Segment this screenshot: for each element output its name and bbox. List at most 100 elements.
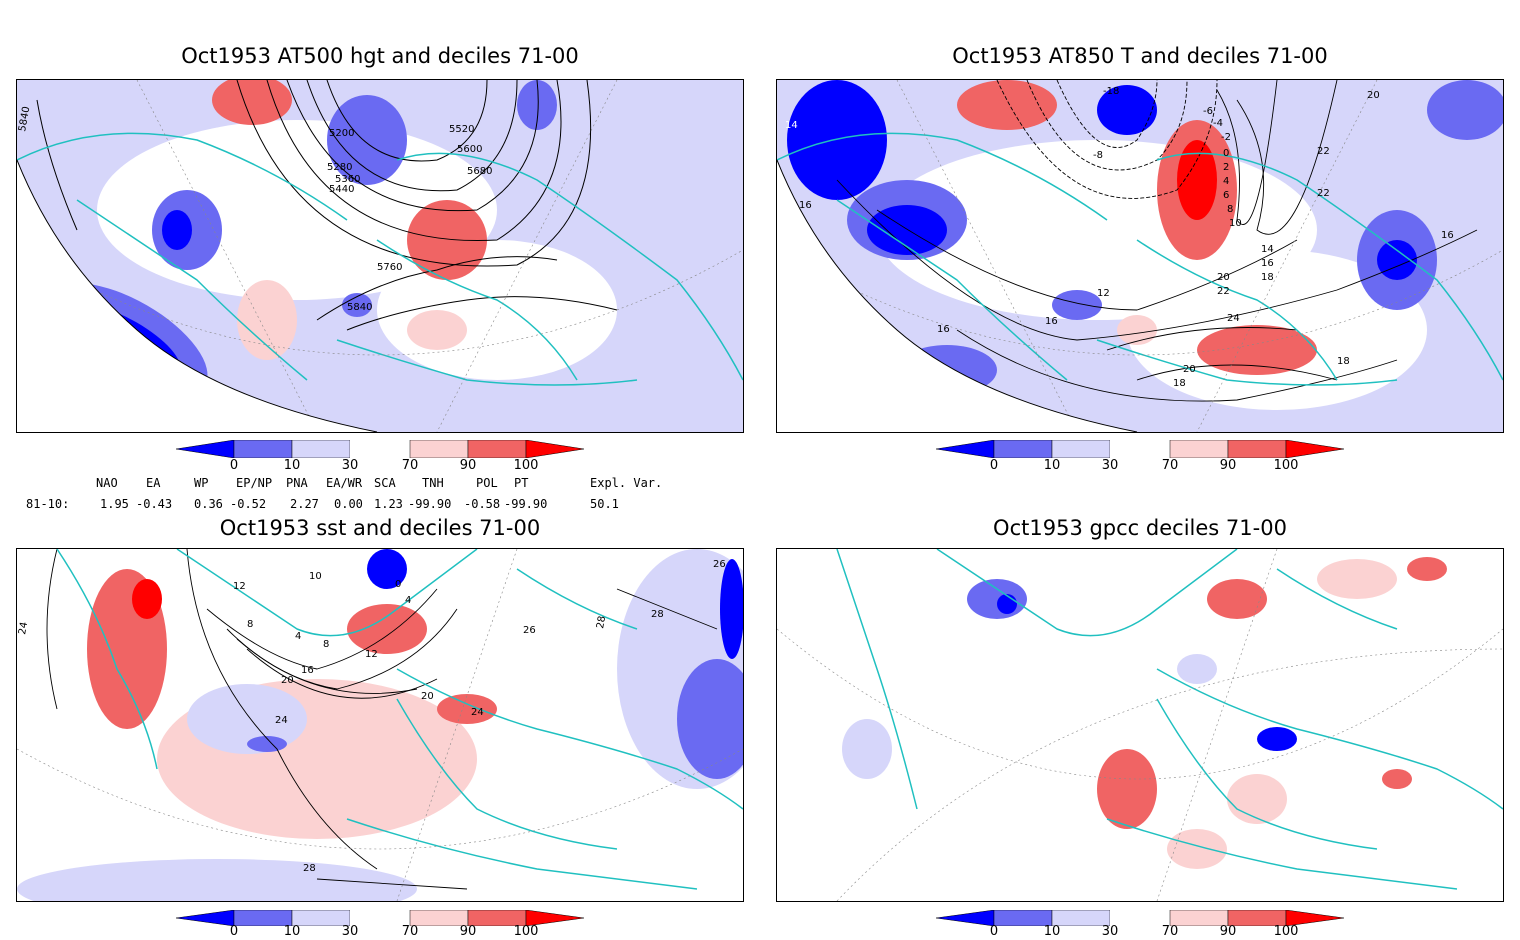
- index-header-pt: PT: [514, 476, 529, 490]
- colorbar-tick: 100: [1273, 458, 1299, 473]
- colorbar-top-left: 0 10 30 70 90 100: [175, 439, 585, 476]
- contour-label: -6: [1203, 106, 1213, 117]
- index-header-pna: PNA: [286, 476, 308, 490]
- contour-label: 10: [309, 571, 322, 582]
- contour-label: 8: [1227, 204, 1233, 215]
- contour-label: 5680: [467, 166, 492, 177]
- colorbar-tick: 30: [1101, 924, 1119, 939]
- map-panel-sst: 24 26 12 10 8 4 0 4 12 8 16 20 24 28 20 …: [16, 548, 744, 902]
- contour-label: 18: [1173, 378, 1186, 389]
- contour-label: 5200: [329, 128, 354, 139]
- index-value-expl-var: 50.1: [590, 497, 619, 511]
- contour-label: 26: [523, 625, 536, 636]
- contour-label: 4: [405, 595, 411, 606]
- colorbar-tick: 90: [1219, 458, 1237, 473]
- contour-label: 24: [1227, 313, 1240, 324]
- contour-label: 5520: [449, 124, 474, 135]
- contour-label: -2: [1221, 132, 1231, 143]
- index-value-eawr: 0.00: [334, 497, 363, 511]
- index-value-nao: 1.95: [100, 497, 129, 511]
- contour-label: 20: [421, 691, 434, 702]
- colorbar-tick: 90: [459, 458, 477, 473]
- colorbar-tick: 70: [401, 458, 419, 473]
- index-header-tnh: TNH: [422, 476, 444, 490]
- contour-label: 8: [323, 639, 329, 650]
- colorbar-tick: 10: [1043, 924, 1061, 939]
- map-panel-at850-temperature: 14 16 -18 -8 -6 -4 -2 0 2 4 6 8 10 12 14…: [776, 79, 1504, 433]
- contour-label: 16: [937, 324, 950, 335]
- contour-label: 28: [651, 609, 664, 620]
- panel-2-title: Oct1953 AT850 T and deciles 71-00: [952, 44, 1328, 68]
- contour-label: 16: [1441, 230, 1454, 241]
- contour-label: 5840: [347, 302, 372, 313]
- colorbar-tick: 10: [283, 458, 301, 473]
- index-header-epnp: EP/NP: [236, 476, 273, 490]
- contour-label: 0: [395, 579, 401, 590]
- panel-1-title: Oct1953 AT500 hgt and deciles 71-00: [181, 44, 579, 68]
- colorbar-tick: 0: [989, 458, 999, 473]
- panel-4-title: Oct1953 gpcc deciles 71-00: [993, 516, 1287, 540]
- contour-label: 18: [1337, 356, 1350, 367]
- contour-label: 16: [799, 200, 812, 211]
- contour-label: 5440: [329, 184, 354, 195]
- contour-label: 24: [275, 715, 288, 726]
- panel-3-title: Oct1953 sst and deciles 71-00: [219, 516, 541, 540]
- colorbar-tick: 30: [1101, 458, 1119, 473]
- contour-label: 2: [1223, 162, 1229, 173]
- contour-label: 5600: [457, 144, 482, 155]
- contour-label: 16: [1261, 258, 1274, 269]
- colorbar-top-right: 0 10 30 70 90 100: [935, 439, 1345, 476]
- colorbar-tick: 70: [1161, 458, 1179, 473]
- contour-label: 4: [1223, 176, 1229, 187]
- colorbar-tick: 70: [401, 924, 419, 939]
- colorbar-tick: 10: [1043, 458, 1061, 473]
- map-panel-at500-hgt: 5840 5200 5520 5600 5280 5360 5440 5680 …: [16, 79, 744, 433]
- contour-label: 24: [17, 621, 30, 635]
- contour-label: 22: [1217, 286, 1230, 297]
- colorbar-tick: 0: [989, 924, 999, 939]
- index-value-tnh: -99.90: [408, 497, 452, 511]
- contour-label: 14: [785, 120, 798, 131]
- colorbar-tick: 100: [1273, 924, 1299, 939]
- contour-label: 22: [1317, 188, 1330, 199]
- contour-label: 12: [365, 649, 378, 660]
- index-value-ea: -0.43: [136, 497, 173, 511]
- index-header-sca: SCA: [374, 476, 396, 490]
- colorbar-tick: 10: [283, 924, 301, 939]
- map-panel-gpcc: [776, 548, 1504, 902]
- colorbar-tick: 100: [513, 458, 539, 473]
- index-value-epnp: -0.52: [230, 497, 267, 511]
- index-row-label: 81-10:: [26, 497, 70, 511]
- colorbar-tick: 90: [1219, 924, 1237, 939]
- contour-label: 22: [1317, 146, 1330, 157]
- contour-label: 20: [281, 675, 294, 686]
- contour-label: 26: [713, 559, 726, 570]
- index-value-pol: -0.58: [464, 497, 501, 511]
- contour-label: 20: [1367, 90, 1380, 101]
- index-header-eawr: EA/WR: [326, 476, 363, 490]
- index-value-wp: 0.36: [194, 497, 223, 511]
- contour-label: 10: [1229, 218, 1242, 229]
- contour-label: 5840: [17, 106, 32, 133]
- colorbar-tick: 0: [229, 458, 239, 473]
- index-value-pna: 2.27: [290, 497, 319, 511]
- index-header-pol: POL: [476, 476, 498, 490]
- colorbar-tick: 0: [229, 924, 239, 939]
- index-value-pt: -99.90: [504, 497, 548, 511]
- contour-label: -18: [1103, 86, 1119, 97]
- contour-label: 18: [1261, 272, 1274, 283]
- contour-label: 5360: [335, 174, 360, 185]
- index-header-expl-var: Expl. Var.: [590, 476, 663, 490]
- contour-label: -8: [1093, 150, 1103, 161]
- colorbar-tick: 30: [341, 458, 359, 473]
- contour-label: 20: [1217, 272, 1230, 283]
- colorbar-tick: 30: [341, 924, 359, 939]
- contour-label: 12: [1097, 288, 1110, 299]
- contour-label: 5280: [327, 162, 352, 173]
- colorbar-bottom-left: 0 10 30 70 90 100: [175, 909, 585, 940]
- colorbar-bottom-right: 0 10 30 70 90 100: [935, 909, 1345, 940]
- contour-label: 8: [247, 619, 253, 630]
- colorbar-tick: 100: [513, 924, 539, 939]
- contour-label: 28: [595, 615, 608, 629]
- index-header-nao: NAO: [96, 476, 118, 490]
